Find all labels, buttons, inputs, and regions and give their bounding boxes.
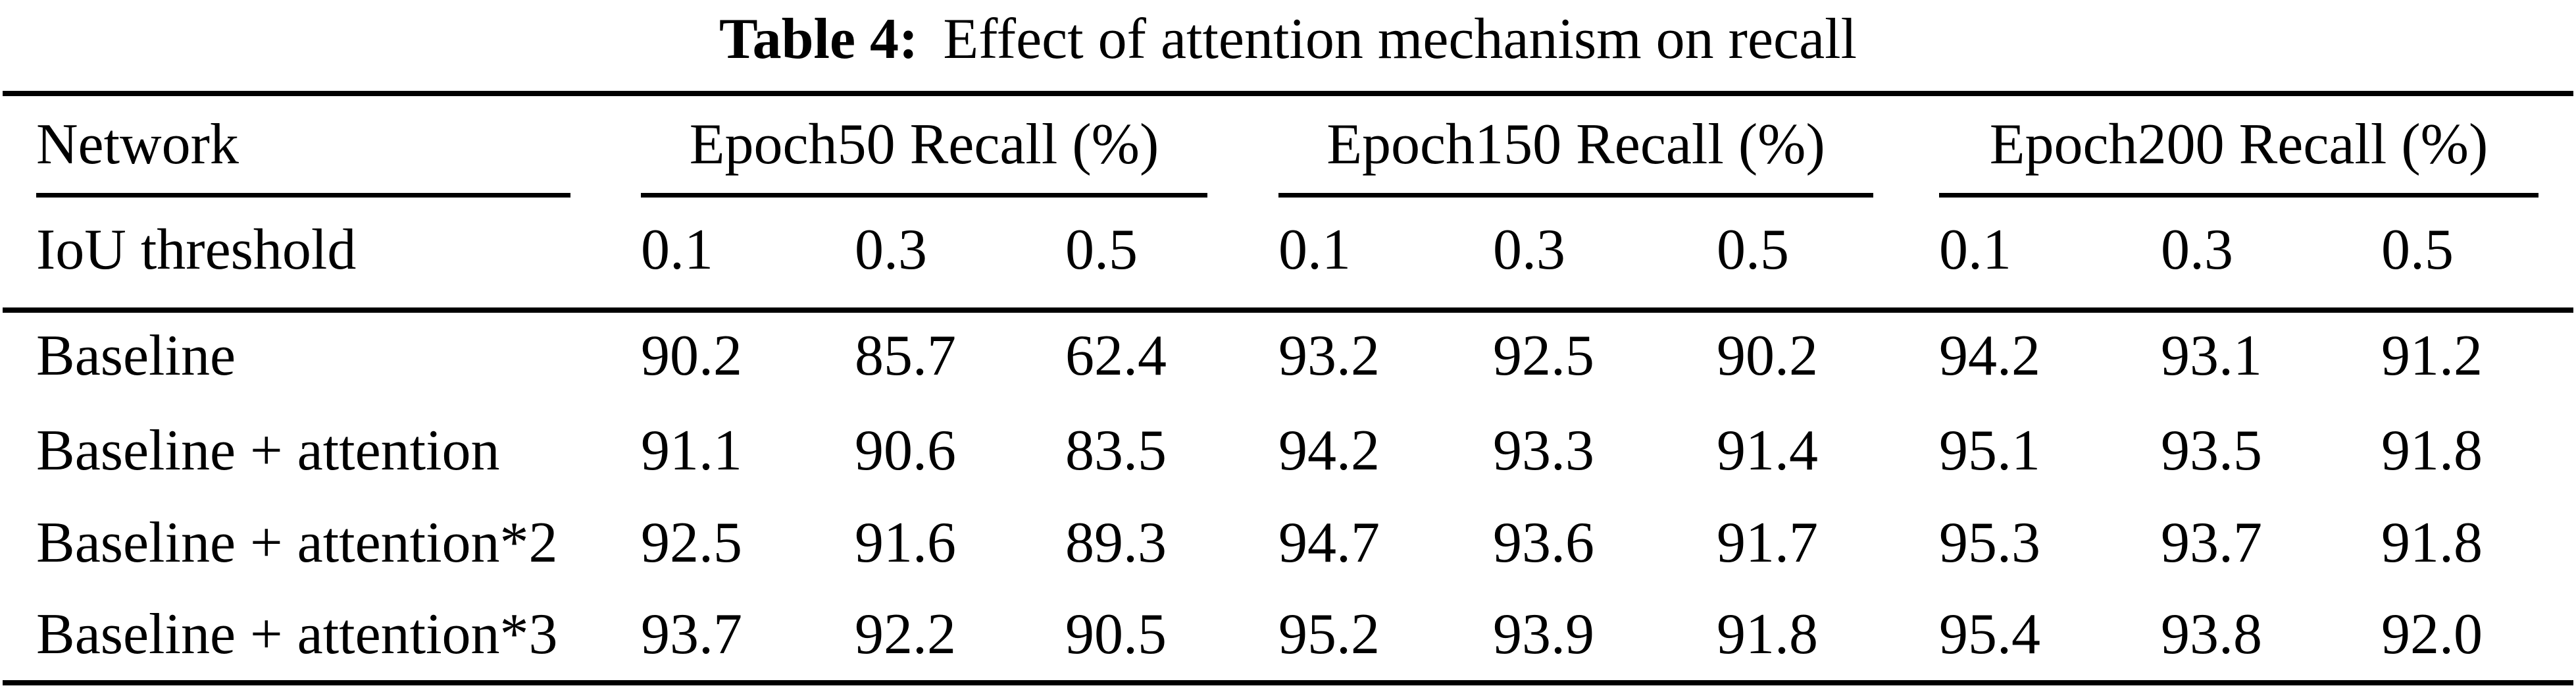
- header-rule: [3, 307, 2573, 313]
- row-label-baseline: Baseline: [36, 324, 236, 388]
- iou-value: 0.1: [1278, 218, 1351, 282]
- recall-value: 89.3: [1065, 511, 1167, 575]
- column-group-epoch200: Epoch200 Recall (%): [1989, 112, 2488, 176]
- recall-value: 93.7: [2161, 511, 2262, 575]
- recall-value: 92.2: [855, 602, 956, 666]
- recall-value: 91.8: [2381, 511, 2483, 575]
- recall-value: 93.5: [2161, 419, 2262, 483]
- recall-value: 90.6: [855, 419, 956, 483]
- bottom-rule: [3, 680, 2573, 685]
- column-group-epoch50: Epoch50 Recall (%): [689, 112, 1159, 176]
- recall-value: 90.2: [641, 324, 742, 388]
- recall-value: 94.7: [1278, 511, 1380, 575]
- row-label-baseline-attention-x2: Baseline + attention*2: [36, 511, 558, 575]
- recall-value: 62.4: [1065, 324, 1167, 388]
- recall-value: 91.6: [855, 511, 956, 575]
- iou-value: 0.5: [1717, 218, 1789, 282]
- recall-value: 93.9: [1493, 602, 1594, 666]
- recall-value: 85.7: [855, 324, 956, 388]
- row-label-iou-threshold: IoU threshold: [36, 218, 357, 282]
- table-caption-text: Effect of attention mechanism on recall: [943, 7, 1857, 71]
- iou-value: 0.5: [1065, 218, 1138, 282]
- row-label-baseline-attention: Baseline + attention: [36, 419, 500, 483]
- recall-value: 91.8: [1717, 602, 1818, 666]
- table-caption: Table 4: Effect of attention mechanism on…: [0, 0, 2576, 78]
- recall-value: 94.2: [1939, 324, 2040, 388]
- recall-value: 93.7: [641, 602, 742, 666]
- recall-value: 91.2: [2381, 324, 2483, 388]
- recall-value: 91.7: [1717, 511, 1818, 575]
- recall-value: 90.5: [1065, 602, 1167, 666]
- recall-value: 90.2: [1717, 324, 1818, 388]
- table-caption-number: Table 4:: [719, 7, 919, 71]
- iou-value: 0.3: [1493, 218, 1565, 282]
- recall-value: 95.4: [1939, 602, 2040, 666]
- cmidrule-network: [36, 193, 570, 198]
- recall-value: 91.1: [641, 419, 742, 483]
- iou-value: 0.3: [855, 218, 927, 282]
- results-table: Network Epoch50 Recall (%) Epoch150 Reca…: [0, 96, 2576, 680]
- recall-value: 92.0: [2381, 602, 2483, 666]
- cmidrule-epoch50: [641, 193, 1207, 198]
- recall-value: 95.3: [1939, 511, 2040, 575]
- recall-value: 93.6: [1493, 511, 1594, 575]
- iou-value: 0.1: [1939, 218, 2011, 282]
- column-group-epoch150: Epoch150 Recall (%): [1326, 112, 1825, 176]
- row-label-baseline-attention-x3: Baseline + attention*3: [36, 602, 558, 666]
- recall-value: 91.8: [2381, 419, 2483, 483]
- column-header-network: Network: [36, 112, 239, 176]
- recall-value: 83.5: [1065, 419, 1167, 483]
- recall-value: 93.1: [2161, 324, 2262, 388]
- cmidrule-epoch200: [1939, 193, 2538, 198]
- recall-value: 95.1: [1939, 419, 2040, 483]
- recall-value: 91.4: [1717, 419, 1818, 483]
- iou-value: 0.3: [2161, 218, 2233, 282]
- iou-value: 0.1: [641, 218, 713, 282]
- recall-value: 94.2: [1278, 419, 1380, 483]
- recall-value: 93.3: [1493, 419, 1594, 483]
- top-rule: [3, 91, 2573, 96]
- cmidrule-epoch150: [1278, 193, 1873, 198]
- iou-value: 0.5: [2381, 218, 2454, 282]
- recall-value: 93.8: [2161, 602, 2262, 666]
- recall-value: 92.5: [1493, 324, 1594, 388]
- recall-value: 93.2: [1278, 324, 1380, 388]
- recall-value: 92.5: [641, 511, 742, 575]
- recall-value: 95.2: [1278, 602, 1380, 666]
